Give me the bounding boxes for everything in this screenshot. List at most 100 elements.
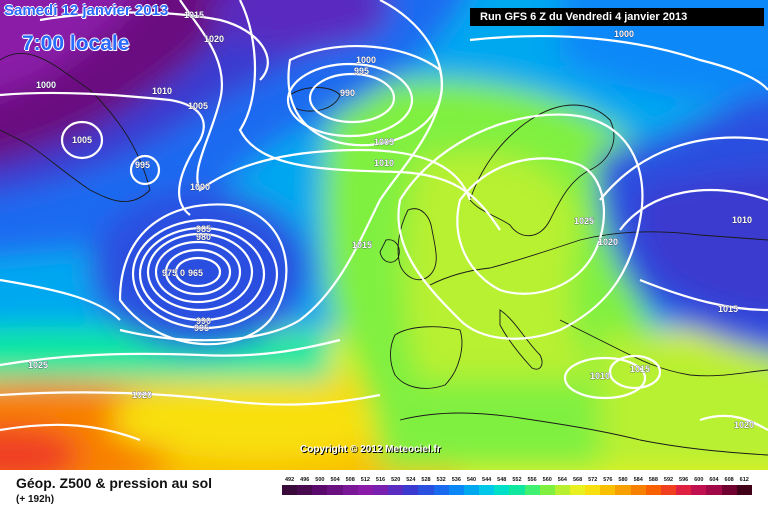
scale-label: 588 (648, 477, 658, 483)
scale-label: 596 (679, 477, 689, 483)
scale-label: 580 (618, 477, 628, 483)
isobar-lines (0, 0, 768, 440)
isobar-label: 1005 (72, 135, 92, 145)
scale-label: 524 (406, 477, 416, 483)
scale-swatch (418, 485, 434, 495)
scale-label: 504 (330, 477, 340, 483)
scale-swatch (448, 485, 464, 495)
isobar-label: 965 (188, 268, 203, 278)
map-canvas: 1015 1020 1000 1010 1005 1005 995 1000 1… (0, 0, 768, 470)
scale-label: 600 (694, 477, 704, 483)
forecast-time: 7:00 locale (22, 32, 130, 55)
legend-footer: Géop. Z500 & pression au sol (+ 192h) 49… (0, 470, 768, 512)
scale-label: 516 (375, 477, 386, 483)
scale-label: 548 (497, 477, 507, 483)
scale-labels: 492 496 500 504 508 512 516 520 524 528 532 536 540 5… (282, 477, 752, 483)
scale-swatch (433, 485, 449, 495)
scale-swatch (600, 485, 616, 495)
scale-swatch (494, 485, 510, 495)
color-scale: 492 496 500 504 508 512 516 520 524 528 532 536 540 5… (282, 477, 752, 495)
scale-bar (282, 485, 752, 495)
scale-label: 512 (360, 477, 370, 483)
isobar-label: 995 (135, 160, 150, 170)
scale-swatch (403, 485, 419, 495)
geopotential-field (0, 0, 768, 470)
scale-swatch (282, 485, 298, 495)
scale-label: 604 (709, 477, 719, 483)
scale-swatch (463, 485, 480, 495)
scale-label: 560 (542, 477, 552, 483)
scale-swatch (706, 485, 722, 495)
scale-swatch (676, 485, 692, 495)
isobar-label: 980 (196, 232, 211, 242)
scale-swatch (630, 485, 646, 495)
scale-swatch (691, 485, 707, 495)
forecast-offset: (+ 192h) (16, 494, 55, 505)
isobar-label: 1015 (630, 364, 650, 374)
isobar-label: 1000 (190, 182, 210, 192)
isobar-label: 1020 (132, 390, 152, 400)
scale-label: 492 (284, 477, 295, 483)
scale-swatch (524, 485, 540, 495)
scale-label: 572 (588, 477, 598, 483)
coastlines (0, 53, 768, 456)
scale-swatch (342, 485, 358, 495)
isobar-label: 1005 (374, 137, 394, 147)
scale-swatch (615, 485, 631, 495)
isobar-label: 985 (196, 224, 211, 234)
isobar-labels: 1015 1020 1000 1010 1005 1005 995 1000 1… (28, 10, 755, 431)
scale-label: 540 (466, 477, 477, 483)
scale-label: 496 (300, 477, 310, 483)
scale-swatch (357, 485, 373, 495)
scale-label: 528 (421, 477, 431, 483)
scale-label: 500 (315, 477, 325, 483)
run-info: Run GFS 6 Z du Vendredi 4 janvier 2013 (470, 8, 764, 26)
isobar-label: 1015 (352, 240, 372, 250)
scale-swatch (327, 485, 343, 495)
scale-swatch (312, 485, 328, 495)
map-title: Géop. Z500 & pression au sol (16, 475, 213, 491)
scale-label: 576 (603, 477, 613, 483)
scale-label: 520 (391, 477, 401, 483)
isobar-label: 975 (162, 268, 177, 278)
weather-map: 1015 1020 1000 1010 1005 1005 995 1000 1… (0, 0, 768, 470)
scale-swatch (479, 485, 495, 495)
scale-label: 508 (345, 477, 355, 483)
scale-swatch (645, 485, 661, 495)
scale-label: 568 (572, 477, 583, 483)
scale-label: 592 (663, 477, 674, 483)
isobar-label: 1015 (718, 304, 738, 314)
isobar-label: 1010 (590, 371, 610, 381)
scale-swatch (372, 485, 389, 495)
copyright: Copyright © 2012 Meteociel.fr (300, 444, 441, 455)
isobar-label: 990 (196, 316, 211, 326)
isobar-label: 995 (354, 66, 369, 76)
isobar-label: 1000 (36, 80, 56, 90)
isobar-label: 1020 (598, 237, 618, 247)
scale-swatch (736, 485, 752, 495)
isobar-label: 1010 (732, 215, 752, 225)
scale-label: 608 (724, 477, 734, 483)
isobar-label: 1015 (184, 10, 204, 20)
scale-swatch (509, 485, 525, 495)
scale-swatch (539, 485, 555, 495)
scale-label: 564 (557, 477, 567, 483)
isobar-label: 1025 (574, 216, 594, 226)
scale-swatch (569, 485, 586, 495)
scale-label: 584 (633, 477, 643, 483)
isobar-label: 1000 (614, 29, 634, 39)
scale-label: 536 (451, 477, 461, 483)
isobar-label: 1005 (188, 101, 208, 111)
scale-swatch (388, 485, 404, 495)
isobar-label: 1020 (734, 420, 754, 430)
isobar-label: 1010 (374, 158, 394, 168)
scale-swatch (660, 485, 677, 495)
scale-swatch (585, 485, 601, 495)
scale-swatch (721, 485, 737, 495)
isobar-label: 1000 (356, 55, 376, 65)
isobar-label: 990 (340, 88, 355, 98)
isobar-label: 1010 (152, 86, 172, 96)
isobar-label: 995 (194, 323, 209, 333)
isobar-label: 1025 (28, 360, 48, 370)
scale-label: 544 (482, 477, 492, 483)
